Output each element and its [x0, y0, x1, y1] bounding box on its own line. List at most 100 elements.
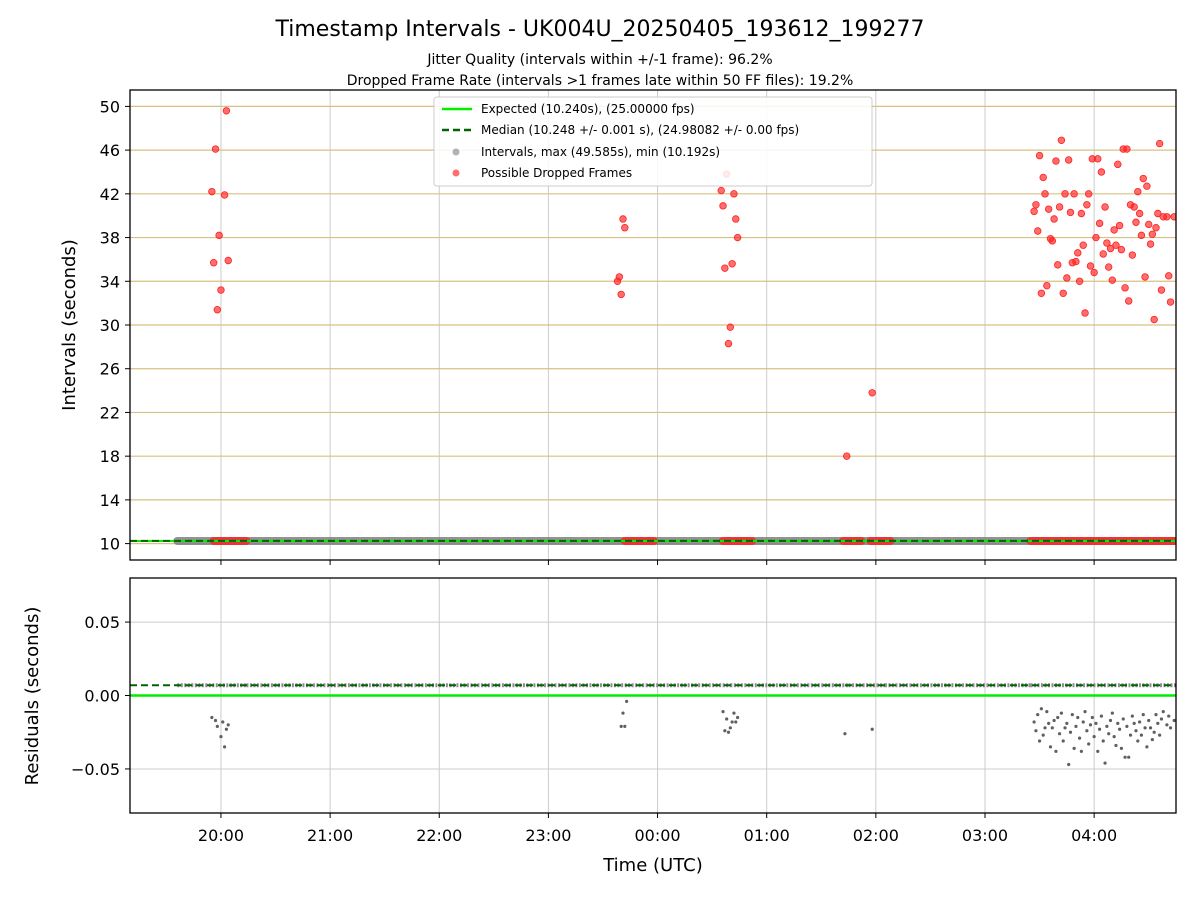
- intervals-panel: 10 14 18 22 26 30 34 38 42 46 50 Intervals (second…: [59, 89, 1177, 565]
- dropped-frame-point: [1037, 289, 1046, 298]
- dropped-frame-point: [1035, 151, 1044, 160]
- dropped-frame-point: [1157, 286, 1166, 294]
- dropped-frame-point: [1145, 220, 1153, 229]
- residual-point: [1047, 721, 1051, 726]
- dropped-frame-point: [733, 233, 742, 242]
- dropped-frame-point: [1139, 174, 1147, 183]
- dropped-frame-point: [843, 452, 851, 460]
- residual-point: [1094, 721, 1098, 726]
- dropped-frame-point: [1059, 289, 1067, 298]
- x-tick-label: 03:00: [962, 826, 1008, 845]
- dropped-frame-point: [208, 187, 216, 196]
- residual-point: [224, 727, 229, 731]
- intervals-y-tick-label: 10: [100, 535, 120, 554]
- residual-point: [621, 711, 625, 715]
- residual-point: [1052, 718, 1056, 723]
- dropped-frame-point: [1052, 157, 1060, 165]
- residual-point: [1161, 710, 1165, 714]
- residual-point: [1121, 717, 1125, 721]
- residual-point: [1087, 742, 1091, 746]
- residual-point: [1134, 729, 1138, 733]
- dropped-frame-point: [220, 191, 229, 199]
- residual-point: [1037, 739, 1042, 743]
- residual-point: [1068, 730, 1073, 734]
- dropped-frame-point: [1141, 273, 1149, 281]
- dropped-frame-point: [1094, 155, 1102, 163]
- dropped-frame-point: [621, 224, 629, 232]
- residual-point: [1043, 726, 1047, 730]
- dropped-frame-point: [1123, 145, 1131, 153]
- residual-point: [623, 724, 627, 728]
- dropped-frame-point: [1154, 209, 1162, 218]
- dropped-frame-point: [717, 186, 725, 195]
- residual-point: [1072, 746, 1076, 750]
- dropped-frame-point: [732, 215, 740, 223]
- residual-point: [1036, 712, 1040, 717]
- residual-point: [1108, 718, 1113, 723]
- intervals-y-label: Intervals (seconds): [59, 239, 80, 411]
- dropped-frame-point: [1074, 249, 1082, 257]
- dropped-frame-point: [1092, 233, 1100, 242]
- dropped-frame-point: [1079, 241, 1087, 249]
- dropped-frame-point: [222, 107, 231, 115]
- residuals-y-axis: −0.05 0.00 0.05: [71, 613, 130, 779]
- residual-point: [1159, 717, 1164, 721]
- dropped-frame-point: [726, 323, 735, 331]
- intervals-y-tick-label: 50: [100, 97, 120, 116]
- residual-point: [1154, 712, 1158, 717]
- residual-point: [1145, 745, 1149, 749]
- x-tick-label: 23:00: [525, 826, 571, 845]
- residual-point: [1083, 710, 1087, 714]
- dropped-frame-point: [1097, 168, 1106, 176]
- residual-point: [725, 717, 729, 721]
- residual-point: [1076, 715, 1080, 720]
- residual-point: [1103, 761, 1107, 765]
- dropped-frame-point: [1121, 284, 1129, 292]
- residual-point: [1061, 739, 1065, 743]
- dropped-frame-point: [1103, 239, 1111, 247]
- x-tick-label: 02:00: [853, 826, 899, 845]
- dropped-frame-point: [619, 215, 627, 223]
- residual-point: [1045, 710, 1049, 714]
- residual-point: [1092, 735, 1096, 739]
- dropped-frame-point: [213, 305, 222, 314]
- residual-point: [1041, 733, 1045, 737]
- intervals-y-tick-label: 18: [100, 447, 120, 466]
- residual-point: [1085, 729, 1089, 733]
- dropped-frame-point: [728, 260, 736, 268]
- x-tick-label: 20:00: [198, 826, 244, 845]
- residual-point: [1150, 737, 1154, 742]
- residual-point: [735, 715, 740, 720]
- dropped-frame-point: [868, 389, 876, 397]
- residual-point: [215, 724, 219, 728]
- dropped-frame-point: [1070, 190, 1078, 198]
- residual-point: [1167, 714, 1171, 718]
- dropped-frame-point: [209, 258, 218, 267]
- intervals-x-axis: [220, 560, 1095, 565]
- residual-point: [1067, 762, 1071, 767]
- dropped-frame-point: [1086, 262, 1095, 270]
- dropped-frame-point: [1099, 250, 1107, 258]
- residual-point: [1136, 739, 1140, 743]
- residual-point: [1050, 726, 1054, 730]
- dropped-frame-point: [1114, 160, 1122, 169]
- intervals-y-tick-label: 38: [100, 229, 120, 248]
- dropped-frame-point: [1030, 207, 1038, 216]
- dropped-frame-point: [1041, 190, 1049, 198]
- residual-point: [1168, 726, 1173, 730]
- residual-point: [1130, 714, 1134, 718]
- dropped-frame-point: [1095, 219, 1104, 228]
- dropped-frame-point: [1084, 190, 1093, 198]
- x-tick-label: 04:00: [1071, 826, 1117, 845]
- dropped-frame-point: [1134, 187, 1142, 196]
- legend-expected-label: Expected (10.240s), (25.00000 fps): [481, 102, 695, 116]
- residuals-x-axis: 20:00 21:00 22:00 23:00 00:00 01:00 02:00 03:00…: [198, 813, 1117, 845]
- dropped-frame-point: [1032, 201, 1040, 209]
- dropped-frame-point: [1034, 227, 1042, 235]
- residual-point: [1123, 755, 1127, 759]
- dropped-frame-point: [1101, 203, 1109, 211]
- residual-point: [1143, 726, 1147, 730]
- chart-title: Timestamp Intervals - UK004U_20250405_19…: [275, 17, 925, 42]
- residual-point: [1132, 721, 1136, 726]
